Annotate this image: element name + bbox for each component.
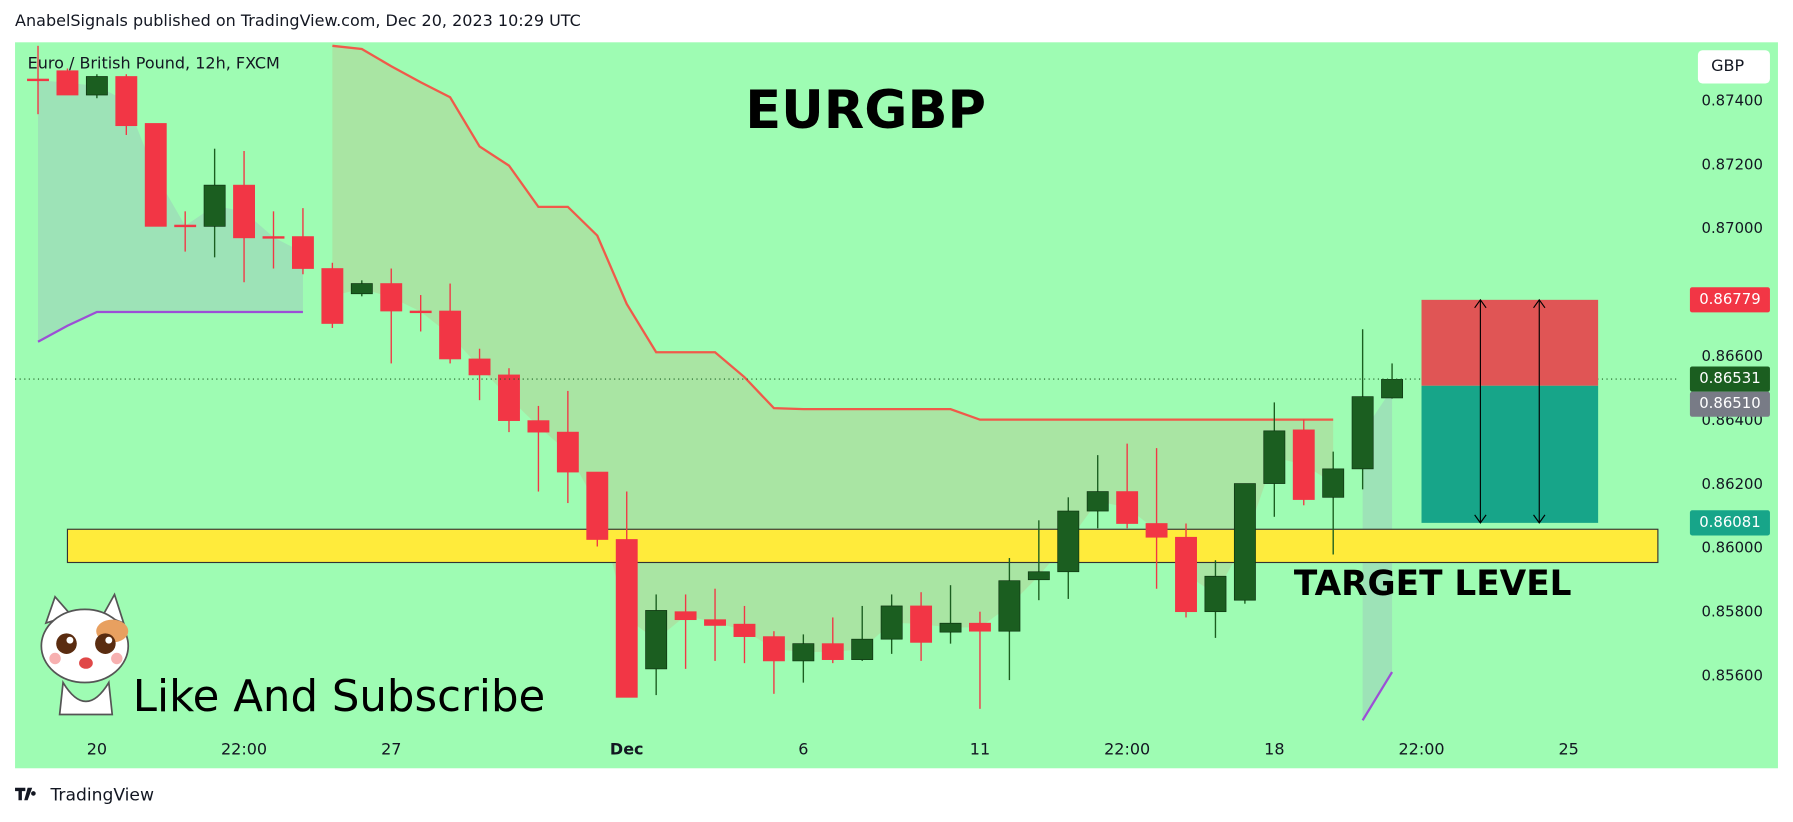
price-tag-label: 0.86510 — [1699, 394, 1760, 412]
candle-body — [851, 638, 874, 660]
target-area — [1421, 385, 1599, 523]
stop-area — [1421, 299, 1599, 386]
trend-fill — [332, 45, 1334, 653]
candle-body — [56, 70, 79, 96]
candle-body — [468, 358, 491, 376]
x-tick-label: 22:00 — [221, 739, 267, 758]
candle-body — [144, 123, 167, 227]
price-tag — [1689, 510, 1770, 536]
price-tag — [1689, 391, 1770, 417]
target-zone — [66, 528, 1659, 564]
candle-body — [733, 623, 756, 637]
candle-body — [615, 539, 638, 698]
candle-body — [969, 622, 991, 632]
candle-body — [821, 643, 844, 660]
x-tick-label: 20 — [87, 739, 107, 758]
candle-body — [1175, 536, 1197, 613]
candle-body — [910, 605, 933, 643]
candle-body — [409, 310, 432, 314]
y-tick-label: 0.87000 — [1701, 219, 1762, 237]
footer-brand: TradingView — [49, 786, 153, 806]
trend-line — [1361, 671, 1394, 721]
candle-body — [1381, 379, 1404, 399]
zone-label: TARGET LEVEL — [1294, 564, 1572, 604]
candle-body — [1086, 491, 1109, 512]
candle-body — [1057, 510, 1080, 573]
candle-body — [203, 184, 226, 227]
candle-body — [674, 611, 697, 621]
trend-line — [332, 44, 1334, 421]
x-tick-label: 11 — [970, 739, 990, 758]
x-tick-label: 18 — [1264, 739, 1284, 758]
candle-body — [85, 76, 108, 96]
candle-body — [498, 374, 520, 421]
candle-body — [645, 610, 668, 670]
candle-body — [1204, 575, 1227, 613]
candle-body — [556, 431, 579, 473]
candle-body — [115, 76, 138, 127]
candle-body — [1116, 491, 1139, 524]
candle-body — [1263, 430, 1286, 484]
chart-layer: 0.874000.872000.870000.866000.864000.862… — [15, 44, 1770, 758]
candle-body — [792, 643, 815, 662]
chart-title: EURGBP — [745, 80, 986, 141]
candle-body — [704, 619, 726, 626]
candle-body — [262, 236, 285, 239]
candle-body — [998, 580, 1021, 632]
arrow-head — [1474, 298, 1487, 524]
publish-header: AnabelSignals published on TradingView.c… — [15, 11, 581, 30]
candle-body — [880, 605, 903, 640]
candle-body — [350, 283, 373, 295]
candle-body — [1027, 571, 1050, 581]
trend-line — [37, 310, 303, 343]
symbol-label: Euro / British Pound, 12h, FXCM — [28, 54, 280, 73]
y-tick-label: 0.85600 — [1701, 667, 1762, 685]
x-tick-label: 27 — [381, 739, 401, 758]
candle-body — [1233, 483, 1256, 601]
candle-body — [939, 622, 962, 633]
candle-body — [380, 283, 403, 312]
x-tick-label: 22:00 — [1398, 739, 1444, 758]
tradingview-logo — [15, 787, 36, 801]
price-tag-label: 0.86081 — [1699, 513, 1760, 531]
candle-body — [174, 224, 197, 228]
candle-body — [291, 236, 314, 269]
y-tick-label: 0.86200 — [1701, 475, 1762, 493]
candle-body — [1351, 396, 1374, 470]
y-tick-label: 0.87400 — [1701, 91, 1762, 109]
candle-body — [233, 184, 256, 239]
price-tag-label: 0.86531 — [1699, 369, 1760, 387]
candle-body — [1145, 523, 1168, 538]
x-tick-label: 22:00 — [1104, 739, 1150, 758]
candle-body — [1322, 468, 1345, 498]
candle-body — [762, 636, 785, 662]
x-tick-label: 25 — [1559, 739, 1579, 758]
price-tag — [1689, 366, 1770, 392]
candle-body — [1292, 429, 1315, 500]
cat-mascot — [40, 592, 130, 716]
candle-body — [27, 78, 49, 82]
y-tick-label: 0.86000 — [1701, 539, 1762, 557]
arrow-head — [1533, 298, 1546, 524]
trend-fill — [38, 79, 303, 342]
candle-body — [321, 268, 344, 324]
annotation: Like And Subscribe — [133, 672, 545, 722]
price-tag — [1689, 287, 1770, 313]
x-tick-label: 6 — [798, 739, 808, 758]
candle-body — [586, 471, 609, 540]
candle-body — [439, 310, 462, 360]
y-tick-label: 0.86600 — [1701, 347, 1762, 365]
price-tag-label: 0.86779 — [1699, 290, 1760, 308]
currency-label[interactable]: GBP — [1711, 56, 1744, 75]
y-tick-label: 0.87200 — [1701, 155, 1762, 173]
currency-box[interactable] — [1697, 50, 1770, 84]
candle-body — [527, 420, 550, 433]
y-tick-label: 0.85800 — [1701, 603, 1762, 621]
x-tick-label: Dec — [610, 739, 644, 758]
